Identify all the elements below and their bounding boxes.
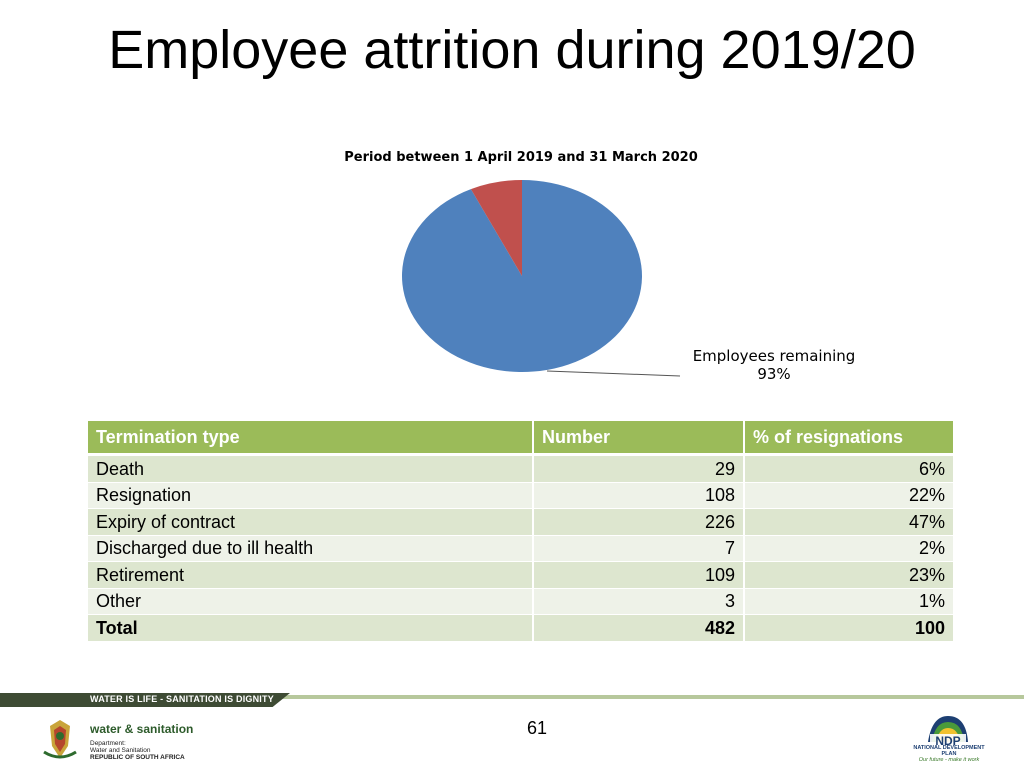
footer-slogan: WATER IS LIFE - SANITATION IS DIGNITY [90, 694, 274, 704]
table-total-row: Total 482 100 [88, 614, 955, 642]
table-row: Death 29 6% [88, 454, 955, 483]
coat-of-arms-logo [43, 720, 77, 759]
chart-title: Period between 1 April 2019 and 31 March… [344, 150, 698, 165]
pie-slice-other [470, 180, 522, 276]
table-row: Retirement 109 23% [88, 561, 955, 589]
table-row: Resignation 108 22% [88, 482, 955, 509]
cell-type: Resignation [88, 482, 534, 509]
ndp-title: NATIONAL DEVELOPMENT PLAN [913, 745, 985, 757]
dept-line: Water and Sanitation [90, 747, 151, 754]
cell-number: 108 [533, 482, 745, 509]
slide-title: Employee attrition during 2019/20 [108, 20, 916, 80]
cell-type: Expiry of contract [88, 508, 534, 536]
footer-bar: WATER IS LIFE - SANITATION IS DIGNITY [0, 693, 1024, 709]
dept-line: REPUBLIC OF SOUTH AFRICA [90, 754, 185, 761]
cell-percent: 23% [744, 561, 955, 589]
department-name: water & sanitation [90, 722, 194, 736]
col-header-termination-type: Termination type [88, 421, 534, 456]
col-header-percent: % of resignations [744, 421, 955, 456]
cell-number: 3 [533, 588, 745, 615]
table-row: Discharged due to ill health 7 2% [88, 535, 955, 562]
cell-type: Death [88, 454, 534, 483]
ndp-tagline: Our future - make it work [918, 757, 980, 763]
termination-table: Termination type Number % of resignation… [88, 421, 955, 642]
department-details: Department: Water and Sanitation REPUBLI… [90, 740, 185, 761]
table-row: Other 3 1% [88, 588, 955, 615]
pie-chart [402, 180, 681, 377]
ndp-caption: NATIONAL DEVELOPMENT PLAN Our future - m… [908, 745, 990, 763]
ndp-logo: NDP [928, 716, 968, 748]
col-header-number: Number [533, 421, 745, 456]
cell-percent: 2% [744, 535, 955, 562]
cell-percent: 22% [744, 482, 955, 509]
cell-percent: 47% [744, 508, 955, 536]
cell-type: Other [88, 588, 534, 615]
table-header-row: Termination type Number % of resignation… [88, 421, 955, 456]
svg-text:NDP: NDP [935, 734, 960, 748]
cell-total-label: Total [88, 614, 534, 642]
cell-number: 226 [533, 508, 745, 536]
footer-light-stripe [270, 695, 1024, 699]
dept-line: Department: [90, 740, 126, 747]
cell-total-number: 482 [533, 614, 745, 642]
cell-total-percent: 100 [744, 614, 955, 642]
page-number: 61 [526, 718, 548, 738]
cell-type: Retirement [88, 561, 534, 589]
slice-leader-line [546, 370, 681, 377]
footer-dark-band [0, 693, 290, 707]
cell-percent: 6% [744, 454, 955, 483]
cell-percent: 1% [744, 588, 955, 615]
cell-number: 109 [533, 561, 745, 589]
cell-number: 7 [533, 535, 745, 562]
cell-type: Discharged due to ill health [88, 535, 534, 562]
table-row: Expiry of contract 226 47% [88, 508, 955, 536]
slice-label-name: Employees remaining [692, 347, 856, 365]
cell-number: 29 [533, 454, 745, 483]
slice-label-employees-remaining: Employees remaining 93% [664, 347, 884, 383]
slice-label-value: 93% [757, 365, 791, 383]
